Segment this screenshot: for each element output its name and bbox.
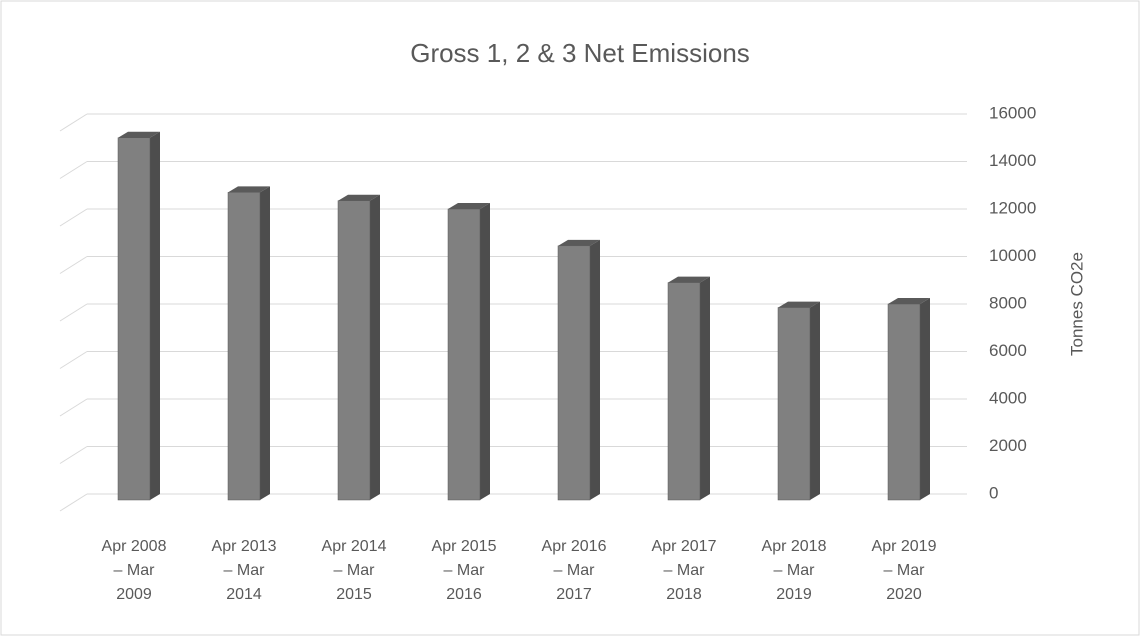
grid-line-side	[59, 446, 88, 464]
bar	[447, 208, 481, 501]
grid-line-side	[59, 256, 88, 274]
bar-side	[370, 194, 380, 500]
x-tick-label: Apr 2016 – Mar 2017	[541, 538, 607, 603]
bar-top	[558, 239, 600, 246]
y-tick-label: 2000	[989, 436, 1027, 455]
bar	[337, 200, 371, 501]
bar-top	[448, 203, 490, 209]
y-tick-label: 0	[989, 483, 998, 502]
bar-top	[668, 276, 710, 283]
y-tick-label: 4000	[989, 388, 1027, 407]
bar	[887, 303, 921, 501]
bar-side	[480, 203, 490, 500]
y-tick-label: 12000	[989, 198, 1036, 217]
bar	[117, 137, 151, 501]
x-tick-label: Apr 2019 – Mar 2020	[871, 538, 937, 603]
grid-line-side	[59, 493, 88, 512]
y-axis-title: Tonnes CO2e	[1067, 252, 1086, 356]
x-tick-label: Apr 2015 – Mar 2016	[431, 538, 497, 603]
bar-top	[338, 194, 380, 201]
grid-line-side	[59, 113, 88, 132]
y-tick-label: 6000	[989, 341, 1027, 360]
grid-line-side	[59, 161, 88, 179]
bar-side	[700, 276, 710, 500]
bar-side	[920, 298, 930, 500]
bar	[667, 282, 701, 501]
x-tick-label: Apr 2013 – Mar 2014	[211, 538, 277, 603]
bar	[557, 245, 591, 501]
x-tick-label: Apr 2017 – Mar 2018	[651, 538, 717, 603]
grid-line-side	[59, 303, 88, 322]
x-tick-label: Apr 2014 – Mar 2015	[321, 538, 387, 603]
bar-side	[260, 186, 270, 500]
y-tick-label: 14000	[989, 151, 1036, 170]
bar	[777, 307, 811, 501]
bar-top	[228, 186, 270, 193]
y-tick-label: 10000	[989, 246, 1036, 265]
x-tick-label: Apr 2008 – Mar 2009	[101, 538, 167, 603]
bar-top	[888, 298, 930, 304]
bar	[227, 192, 261, 501]
grid-line-side	[59, 208, 88, 227]
bar-side	[810, 301, 820, 500]
grid-line-side	[59, 398, 88, 417]
y-tick-label: 16000	[989, 103, 1036, 122]
x-tick-label: Apr 2018 – Mar 2019	[761, 538, 827, 603]
bar-top	[778, 301, 820, 308]
bar-side	[150, 131, 160, 500]
bar-side	[590, 239, 600, 500]
chart-title: Gross 1, 2 & 3 Net Emissions	[410, 38, 750, 68]
grid-line-side	[59, 351, 88, 369]
y-tick-label: 8000	[989, 293, 1027, 312]
bar-top	[118, 131, 160, 138]
